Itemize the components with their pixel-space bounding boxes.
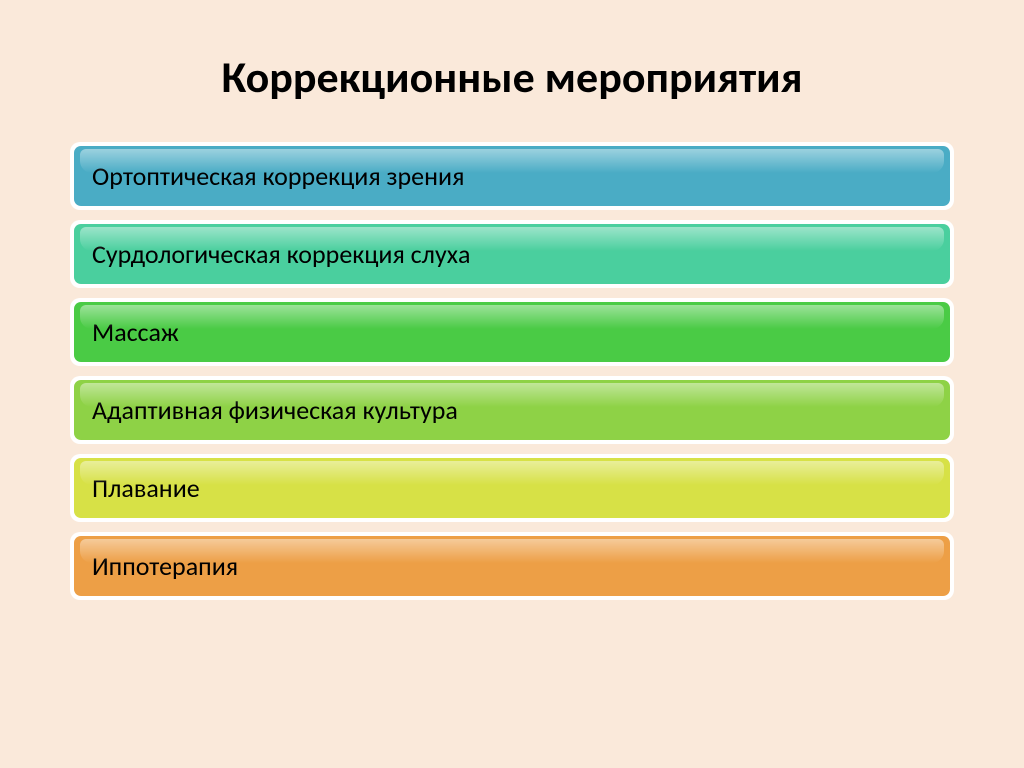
items-list: Ортоптическая коррекция зрения Сурдологи… bbox=[70, 142, 954, 600]
item-label: Массаж bbox=[74, 302, 950, 362]
item-label: Плавание bbox=[74, 458, 950, 518]
list-item: Массаж bbox=[70, 298, 954, 366]
page-title: Коррекционные мероприятия bbox=[70, 50, 954, 104]
list-item: Сурдологическая коррекция слуха bbox=[70, 220, 954, 288]
item-label: Сурдологическая коррекция слуха bbox=[74, 224, 950, 284]
item-label: Адаптивная физическая культура bbox=[74, 380, 950, 440]
item-label: Иппотерапия bbox=[74, 536, 950, 596]
list-item: Ортоптическая коррекция зрения bbox=[70, 142, 954, 210]
list-item: Плавание bbox=[70, 454, 954, 522]
item-label: Ортоптическая коррекция зрения bbox=[74, 146, 950, 206]
list-item: Адаптивная физическая культура bbox=[70, 376, 954, 444]
list-item: Иппотерапия bbox=[70, 532, 954, 600]
